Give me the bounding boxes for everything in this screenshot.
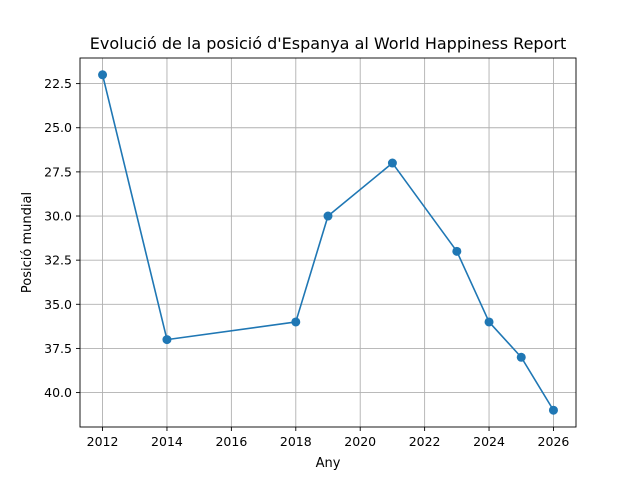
x-axis-label: Any <box>316 456 341 471</box>
data-series <box>98 70 558 415</box>
x-tick-label: 2024 <box>473 434 505 449</box>
data-point <box>98 70 108 80</box>
data-point <box>484 317 494 327</box>
data-point <box>548 405 558 415</box>
y-tick-label: 27.5 <box>44 164 72 179</box>
y-tick-label: 40.0 <box>44 385 72 400</box>
plot-area-frame <box>79 57 577 428</box>
data-point <box>516 352 526 362</box>
y-tick-label: 30.0 <box>44 209 72 224</box>
x-tick-label: 2022 <box>409 434 441 449</box>
y-axis-label: Posició mundial <box>20 192 35 293</box>
data-point <box>387 158 397 168</box>
data-point <box>162 335 172 345</box>
y-tick-label: 25.0 <box>44 120 72 135</box>
x-tick-label: 2018 <box>280 434 312 449</box>
x-tick-label: 2012 <box>87 434 119 449</box>
y-tick-label: 37.5 <box>44 341 72 356</box>
y-tick-label: 22.5 <box>44 76 72 91</box>
data-point <box>323 211 333 221</box>
x-tick-label: 2016 <box>215 434 247 449</box>
data-point <box>291 317 301 327</box>
y-tick-label: 35.0 <box>44 297 72 312</box>
x-tick-label: 2014 <box>151 434 183 449</box>
grid <box>80 58 576 427</box>
axis-ticks: 2012 2014 2016 2018 2020 2022 2024 2026 22.5 25.0… <box>44 76 569 449</box>
x-tick-label: 2020 <box>344 434 376 449</box>
y-tick-label: 32.5 <box>44 253 72 268</box>
x-tick-label: 2026 <box>538 434 570 449</box>
data-point <box>452 246 462 256</box>
chart-title: Evolució de la posició d'Espanya al Worl… <box>90 34 566 53</box>
